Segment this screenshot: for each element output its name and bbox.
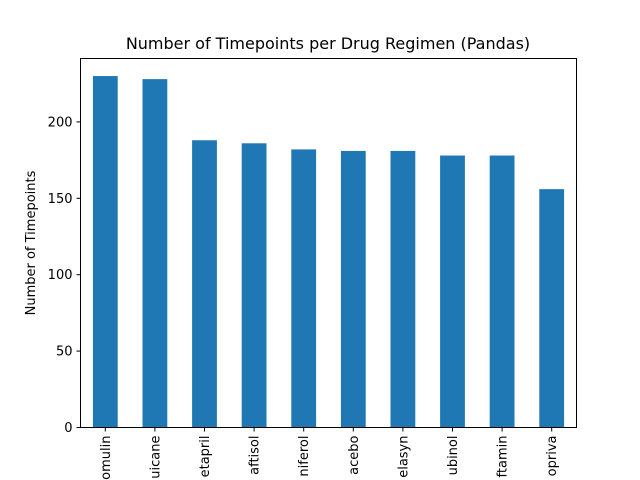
y-axis-label: Number of Timepoints [24, 170, 39, 315]
x-tick-label: opriva [545, 436, 560, 477]
y-tick-label: 0 [64, 421, 72, 436]
bar-etapril [192, 140, 217, 428]
y-tick-label: 100 [48, 268, 73, 283]
x-tick-label: niferol [297, 436, 312, 477]
bars-group [92, 76, 565, 428]
bar-elasyn [390, 150, 416, 428]
y-axis-ticks: 0 50 100 150 200 [48, 115, 81, 436]
x-tick-label: acebo [347, 435, 362, 474]
y-tick-label: 150 [48, 192, 73, 207]
y-tick-label: 200 [48, 115, 73, 130]
plot-area-frame [80, 58, 577, 428]
bar-acebo [340, 150, 366, 428]
bar-omulin [92, 76, 118, 428]
x-tick-label: elasyn [396, 436, 411, 478]
bar-uicane [142, 79, 168, 428]
bar-ftamin [489, 155, 515, 428]
bar-ubinol [440, 155, 465, 428]
x-axis-ticks: omulin uicane etapril aftisol niferol acebo el… [99, 427, 560, 480]
bar-opriva [539, 189, 565, 428]
x-tick-label: etapril [198, 436, 213, 478]
y-tick-label: 50 [56, 345, 73, 360]
x-tick-label: ubinol [446, 436, 461, 476]
x-tick-label: uicane [148, 435, 163, 478]
chart-title: Number of Timepoints per Drug Regimen (P… [126, 34, 530, 53]
x-tick-label: aftisol [248, 436, 263, 475]
x-tick-label: omulin [99, 436, 114, 480]
bar-niferol [291, 149, 317, 428]
bar-aftisol [241, 143, 267, 428]
x-tick-label: ftamin [496, 436, 511, 478]
